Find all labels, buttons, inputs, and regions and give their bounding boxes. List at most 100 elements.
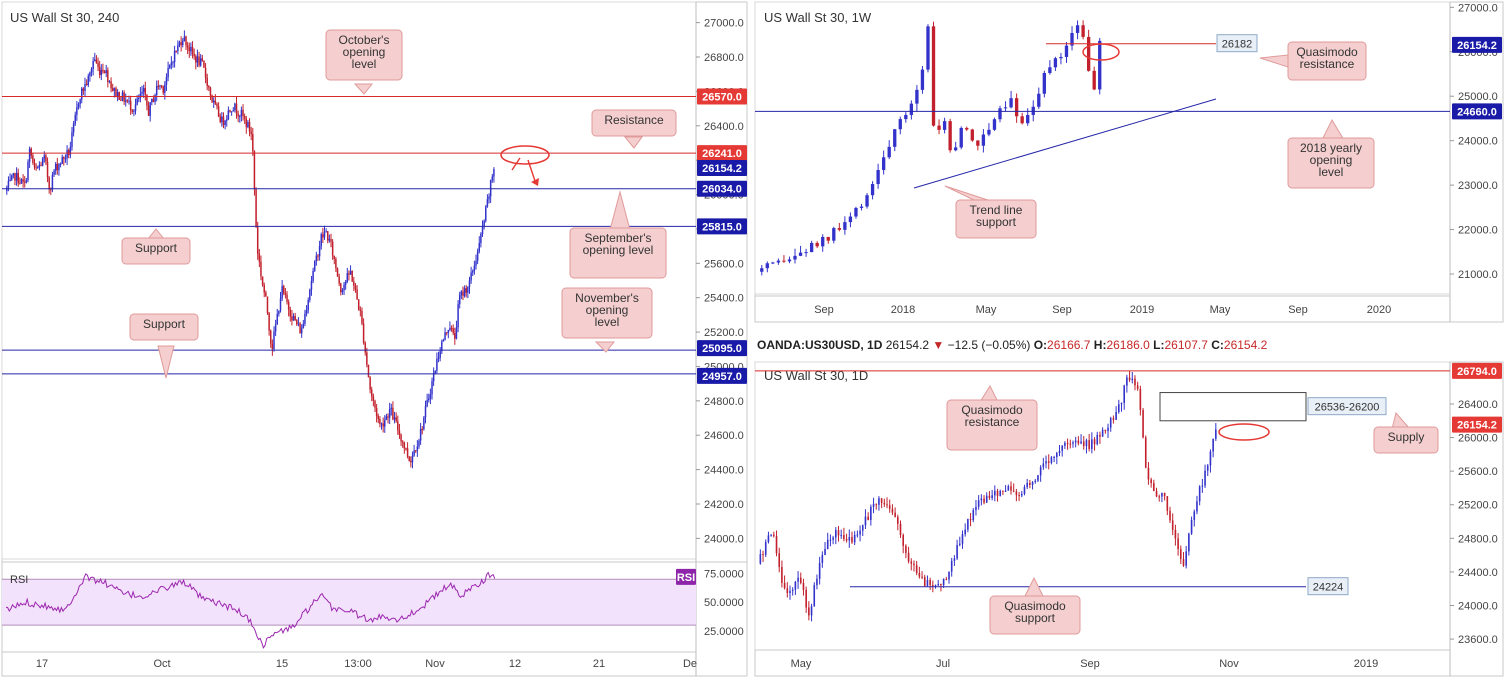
candle-body	[1061, 445, 1064, 451]
candle-body	[468, 280, 471, 288]
candle-body	[276, 313, 279, 325]
header-o-label: O:	[1030, 338, 1047, 352]
daily-callout-qm-res: Quasimodo resistance	[961, 403, 1023, 429]
candle-body	[848, 216, 853, 223]
candle-body	[164, 84, 166, 93]
candle-body	[279, 298, 282, 311]
rsi-tick-label: 25.0000	[704, 626, 744, 638]
candle-body	[965, 127, 969, 130]
candle-body	[1161, 492, 1163, 497]
candle-body	[335, 258, 337, 269]
h4-callout-nov: November's opening level	[575, 291, 639, 329]
candle-body	[870, 184, 875, 196]
h4-callout-oct-line: level	[352, 57, 377, 71]
candle-body	[138, 97, 140, 99]
candle-body	[450, 327, 453, 329]
header-h-label: H:	[1090, 338, 1106, 352]
candle-body	[959, 127, 963, 148]
candle-body	[1150, 479, 1152, 484]
candle-body	[483, 220, 485, 227]
candle-body	[382, 423, 384, 427]
candle-body	[379, 418, 381, 424]
candle-body	[776, 260, 781, 263]
header-o-value: 26166.7	[1047, 338, 1091, 352]
h4-level-tag-bg	[697, 218, 747, 235]
candle-body	[471, 270, 474, 273]
candle-body	[349, 270, 352, 275]
h4-callout-oct-line: opening	[343, 45, 386, 59]
candle-body	[821, 555, 824, 563]
candle-body	[950, 560, 953, 572]
candle-body	[419, 428, 422, 441]
candle-body	[414, 450, 417, 452]
candle-body	[1204, 470, 1206, 486]
candle-body	[810, 606, 813, 616]
candle-body	[802, 582, 805, 590]
candle-body	[1081, 25, 1085, 37]
candle-body	[481, 226, 484, 234]
candle-body	[400, 434, 402, 442]
candle-body	[408, 456, 410, 461]
weekly-x-tick: 2018	[891, 304, 915, 316]
candle-body	[239, 116, 241, 118]
candle-body	[1117, 404, 1120, 413]
y-tick-label: 26400.0	[1458, 399, 1498, 411]
candle-body	[1075, 25, 1080, 33]
candle-body	[762, 554, 764, 556]
candle-body	[271, 343, 274, 350]
candle-body	[159, 85, 161, 87]
candle-body	[759, 554, 762, 564]
candle-body	[71, 132, 73, 148]
rsi-tick-label: 75.0000	[704, 568, 744, 580]
candle-body	[331, 241, 334, 256]
candle-body	[1037, 93, 1041, 107]
candle-body	[854, 207, 858, 217]
candle-body	[134, 104, 137, 111]
candle-body	[172, 62, 174, 64]
candle-body	[1212, 438, 1214, 452]
candle-body	[217, 106, 220, 117]
candle-body	[837, 530, 840, 536]
candle-body	[247, 122, 249, 128]
candle-body	[442, 339, 445, 342]
candle-body	[1115, 412, 1117, 420]
candle-body	[918, 572, 921, 577]
candle-body	[859, 530, 861, 535]
candle-body	[981, 134, 986, 146]
candle-body	[421, 428, 423, 430]
candle-body	[299, 323, 301, 334]
candle-body	[59, 163, 62, 165]
header-symbol: OANDA:US30USD, 1D	[757, 338, 886, 352]
weekly-title: US Wall St 30, 1W	[764, 10, 872, 25]
candle-body	[905, 545, 907, 553]
candle-body	[1134, 378, 1136, 386]
candle-body	[832, 537, 834, 540]
candle-body	[1092, 70, 1096, 90]
candle-body	[1112, 418, 1115, 420]
candle-body	[764, 541, 767, 555]
candle-body	[35, 167, 37, 169]
candle-body	[910, 561, 913, 564]
header-l-label: L:	[1150, 338, 1165, 352]
candle-body	[136, 98, 138, 105]
candle-body	[1059, 56, 1063, 59]
candle-body	[90, 69, 93, 73]
candle-body	[1153, 483, 1155, 491]
candle-body	[113, 88, 116, 91]
candle-body	[781, 566, 783, 583]
candle-body	[152, 98, 155, 102]
candle-body	[480, 233, 482, 244]
candle-body	[765, 263, 769, 269]
candle-body	[348, 273, 350, 275]
candle-body	[491, 176, 494, 181]
daily-supply-value: 26536-26200	[1315, 402, 1380, 414]
candle-body	[851, 537, 853, 543]
candle-body	[809, 242, 814, 253]
candle-body	[1182, 559, 1185, 566]
candle-body	[1039, 467, 1042, 476]
candle-body	[312, 270, 314, 281]
candle-body	[9, 179, 11, 181]
candle-body	[289, 309, 292, 317]
candle-body	[1139, 388, 1142, 411]
